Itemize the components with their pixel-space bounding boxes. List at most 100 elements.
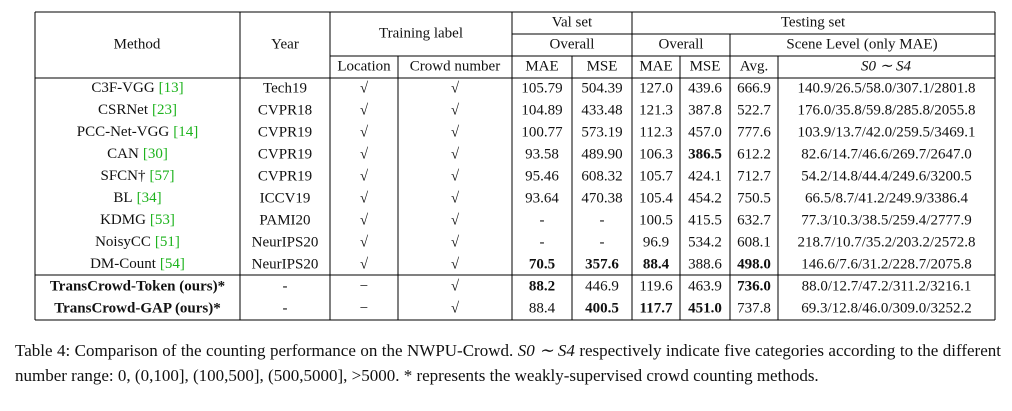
citation: [30]	[143, 146, 168, 162]
table-cell: 121.3	[639, 102, 673, 118]
method-cell: KDMG [53]	[100, 212, 175, 228]
table-cell: 608.32	[581, 168, 622, 184]
table-cell: -	[600, 212, 605, 228]
table-cell: 103.9/13.7/42.0/259.5/3469.1	[798, 124, 976, 140]
header-cell: Overall	[550, 36, 595, 52]
table-cell: 433.48	[581, 102, 622, 118]
method-name: CAN	[107, 146, 139, 162]
table-cell: 77.3/10.3/38.5/259.4/2777.9	[801, 212, 971, 228]
table-cell: √	[451, 234, 460, 250]
header-cell: Testing set	[781, 14, 846, 30]
table-cell: 777.6	[737, 124, 771, 140]
table-cell: √	[451, 256, 460, 272]
citation: [51]	[155, 234, 180, 250]
method-name: CSRNet	[98, 102, 149, 118]
table-cell: 88.4	[529, 300, 556, 316]
method-cell: DM-Count [54]	[90, 256, 185, 272]
method-cell: TransCrowd-Token (ours)*	[50, 278, 225, 294]
table-cell: 88.2	[529, 278, 555, 294]
method-name: KDMG	[100, 212, 146, 228]
table-cell: 612.2	[737, 146, 771, 162]
table-cell: 93.58	[525, 146, 559, 162]
table-cell: 100.5	[639, 212, 673, 228]
caption-text: Table 4: Comparison of the counting perf…	[15, 341, 518, 360]
table-cell: √	[360, 80, 369, 96]
table-cell: √	[451, 80, 460, 96]
table-cell: NeurIPS20	[252, 256, 319, 272]
caption-text: S0 ∼ S4	[517, 341, 575, 360]
method-cell: NoisyCC [51]	[95, 234, 180, 250]
table-cell: √	[451, 190, 460, 206]
table-cell: -	[540, 212, 545, 228]
table-cell: √	[360, 146, 369, 162]
method-name: BL	[113, 190, 132, 206]
method-name: PCC-Net-VGG	[77, 124, 170, 140]
table-cell: √	[451, 278, 460, 294]
method-name: C3F-VGG	[91, 80, 155, 96]
method-name: NoisyCC	[95, 234, 151, 250]
table-cell: √	[360, 124, 369, 140]
table-cell: 457.0	[688, 124, 722, 140]
citation: [34]	[137, 190, 162, 206]
header-cell: Overall	[659, 36, 704, 52]
citation: [13]	[159, 80, 184, 96]
header-cell: MAE	[525, 58, 558, 74]
table-cell: √	[360, 102, 369, 118]
table-cell: CVPR18	[258, 102, 312, 118]
table-cell: 357.6	[585, 256, 619, 272]
method-name: SFCN†	[100, 168, 146, 184]
table-cell: 218.7/10.7/35.2/203.2/2572.8	[798, 234, 976, 250]
table-cell: -	[283, 278, 288, 294]
table-cell: 451.0	[688, 300, 722, 316]
header-cell: Avg.	[740, 58, 768, 74]
table-cell: PAMI20	[259, 212, 310, 228]
table-cell: 573.19	[581, 124, 622, 140]
table-cell: 387.8	[688, 102, 722, 118]
method-cell: CAN [30]	[107, 146, 168, 162]
caption-text: respectively indicate five categories ac…	[15, 341, 1001, 385]
table-cell: √	[451, 102, 460, 118]
citation: [23]	[152, 102, 177, 118]
table-cell: √	[451, 300, 460, 316]
method-cell: C3F-VGG [13]	[91, 80, 183, 96]
table-cell: 105.79	[521, 80, 562, 96]
table-cell: 105.7	[639, 168, 673, 184]
table-cell: 106.3	[639, 146, 673, 162]
table-cell: 454.2	[688, 190, 722, 206]
table-cell: CVPR19	[258, 124, 312, 140]
table-cell: 400.5	[585, 300, 619, 316]
table-cell: 104.89	[521, 102, 562, 118]
table-cell: 470.38	[581, 190, 622, 206]
header-cell: Val set	[552, 14, 593, 30]
table-cell: CVPR19	[258, 168, 312, 184]
citation: [53]	[150, 212, 175, 228]
table-cell: 93.64	[525, 190, 559, 206]
table-cell: -	[283, 300, 288, 316]
table-cell: 100.77	[521, 124, 563, 140]
table-cell: √	[360, 168, 369, 184]
header-cell: Year	[271, 36, 299, 52]
table-cell: 498.0	[737, 256, 771, 272]
table-cell: −	[360, 278, 368, 294]
table-cell: 82.6/14.7/46.6/269.7/2647.0	[801, 146, 971, 162]
table-cell: CVPR19	[258, 146, 312, 162]
table-cell: 388.6	[688, 256, 722, 272]
citation: [14]	[173, 124, 198, 140]
header-cell: MSE	[587, 58, 618, 74]
table-cell: 105.4	[639, 190, 673, 206]
table-cell: 489.90	[581, 146, 622, 162]
table-cell: 176.0/35.8/59.8/285.8/2055.8	[798, 102, 976, 118]
table-cell: √	[451, 146, 460, 162]
table-cell: -	[600, 234, 605, 250]
citation: [57]	[150, 168, 175, 184]
table-cell: √	[451, 168, 460, 184]
table-cell: 737.8	[737, 300, 771, 316]
table-cell: 439.6	[688, 80, 722, 96]
table-cell: 424.1	[688, 168, 722, 184]
table-cell: 608.1	[737, 234, 771, 250]
table-cell: 54.2/14.8/44.4/249.6/3200.5	[801, 168, 971, 184]
header-cell: MAE	[639, 58, 672, 74]
table-cell: 112.3	[639, 124, 672, 140]
table-cell: 88.4	[643, 256, 670, 272]
